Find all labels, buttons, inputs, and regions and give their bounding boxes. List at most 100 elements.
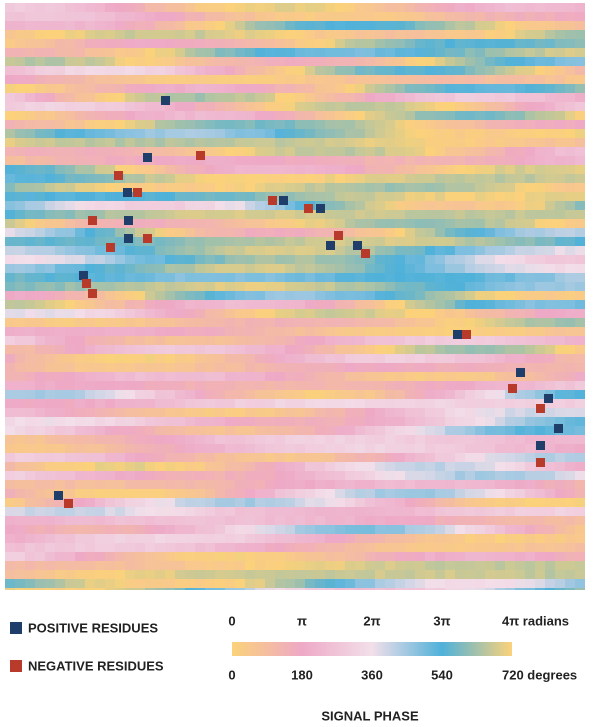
phase-cell: [495, 273, 506, 283]
phase-cell: [85, 408, 96, 418]
phase-cell: [225, 3, 236, 13]
phase-cell: [265, 156, 276, 166]
phase-cell: [65, 354, 76, 364]
phase-cell: [65, 255, 76, 265]
phase-cell: [285, 309, 296, 319]
phase-cell: [465, 30, 476, 40]
phase-cell: [155, 318, 166, 328]
phase-cell: [475, 102, 486, 112]
phase-cell: [245, 3, 256, 13]
phase-cell: [235, 579, 246, 589]
phase-cell: [315, 282, 326, 292]
phase-cell: [315, 318, 326, 328]
phase-cell: [545, 453, 556, 463]
phase-cell: [295, 525, 306, 535]
phase-cell: [275, 399, 286, 409]
phase-cell: [35, 426, 46, 436]
phase-cell: [195, 489, 206, 499]
phase-cell: [125, 282, 136, 292]
phase-cell: [55, 30, 66, 40]
phase-cell: [555, 588, 566, 598]
phase-cell: [405, 219, 416, 229]
phase-cell: [395, 12, 406, 22]
phase-cell: [305, 255, 316, 265]
phase-cell: [465, 165, 476, 175]
phase-cell: [45, 111, 56, 121]
phase-cell: [485, 300, 496, 310]
phase-cell: [425, 30, 436, 40]
phase-cell: [285, 516, 296, 526]
phase-cell: [85, 309, 96, 319]
phase-cell: [475, 318, 486, 328]
phase-cell: [265, 534, 276, 544]
phase-cell: [565, 183, 576, 193]
phase-cell: [355, 489, 366, 499]
phase-cell: [565, 579, 576, 589]
phase-cell: [85, 246, 96, 256]
phase-cell: [175, 561, 186, 571]
phase-cell: [35, 201, 46, 211]
phase-cell: [365, 336, 376, 346]
phase-cell: [505, 165, 516, 175]
phase-cell: [215, 363, 226, 373]
phase-cell: [255, 390, 266, 400]
phase-cell: [375, 75, 386, 85]
phase-cell: [375, 291, 386, 301]
phase-cell: [285, 174, 296, 184]
phase-cell: [5, 417, 16, 427]
phase-cell: [515, 219, 526, 229]
phase-cell: [455, 102, 466, 112]
phase-cell: [515, 39, 526, 49]
phase-cell: [235, 516, 246, 526]
phase-cell: [355, 138, 366, 148]
phase-cell: [565, 246, 576, 256]
phase-cell: [5, 399, 16, 409]
phase-cell: [445, 174, 456, 184]
phase-cell: [265, 246, 276, 256]
phase-cell: [155, 156, 166, 166]
phase-cell: [275, 345, 286, 355]
phase-cell: [535, 561, 546, 571]
phase-cell: [365, 75, 376, 85]
phase-cell: [535, 345, 546, 355]
phase-cell: [275, 381, 286, 391]
phase-cell: [265, 300, 276, 310]
phase-cell: [535, 390, 546, 400]
phase-cell: [215, 399, 226, 409]
phase-cell: [405, 93, 416, 103]
phase-cell: [25, 39, 36, 49]
phase-cell: [345, 498, 356, 508]
phase-cell: [55, 246, 66, 256]
phase-cell: [375, 84, 386, 94]
phase-cell: [15, 336, 26, 346]
phase-cell: [425, 147, 436, 157]
phase-cell: [445, 399, 456, 409]
phase-cell: [545, 309, 556, 319]
phase-cell: [35, 372, 46, 382]
phase-cell: [325, 273, 336, 283]
phase-cell: [195, 444, 206, 454]
phase-cell: [395, 111, 406, 121]
phase-cell: [545, 579, 556, 589]
phase-cell: [565, 210, 576, 220]
phase-cell: [125, 390, 136, 400]
phase-cell: [555, 345, 566, 355]
phase-cell: [295, 138, 306, 148]
phase-cell: [295, 300, 306, 310]
phase-cell: [425, 273, 436, 283]
phase-cell: [315, 111, 326, 121]
phase-cell: [455, 507, 466, 517]
phase-cell: [515, 408, 526, 418]
phase-cell: [565, 75, 576, 85]
phase-cell: [555, 228, 566, 238]
phase-cell: [425, 246, 436, 256]
phase-cell: [525, 426, 536, 436]
phase-cell: [325, 318, 336, 328]
phase-cell: [265, 525, 276, 535]
phase-cell: [555, 318, 566, 328]
phase-cell: [515, 498, 526, 508]
phase-cell: [105, 390, 116, 400]
phase-cell: [145, 138, 156, 148]
phase-cell: [385, 39, 396, 49]
phase-cell: [165, 273, 176, 283]
